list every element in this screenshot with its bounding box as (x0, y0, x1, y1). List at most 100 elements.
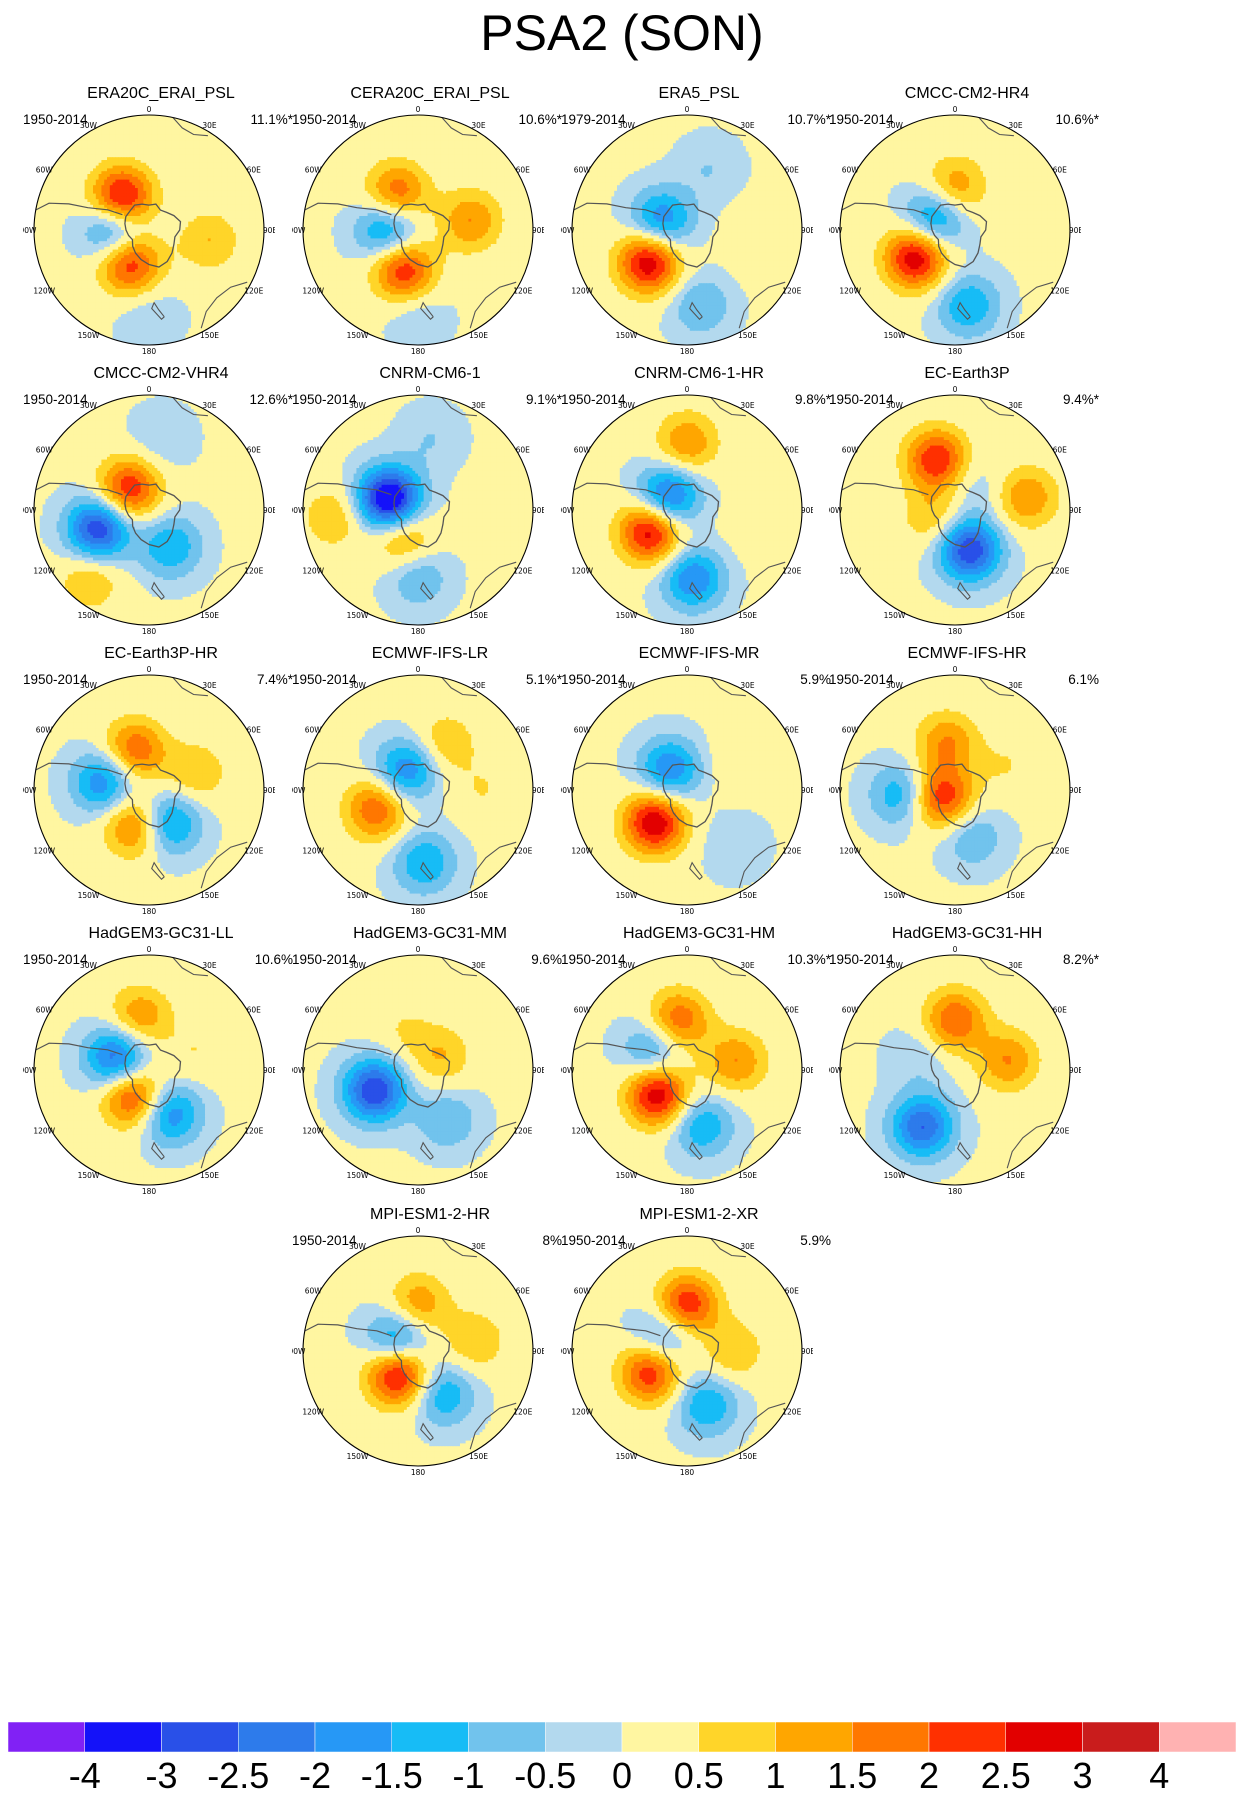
longitude-label: 90E (532, 786, 544, 795)
longitude-label: 30E (1008, 121, 1023, 130)
panel-title: CMCC-CM2-HR4 (829, 84, 1105, 104)
longitude-label: 30W (349, 681, 367, 690)
longitude-label: 90W (292, 226, 306, 235)
anomaly-field (31, 952, 267, 1188)
longitude-label: 120W (839, 287, 861, 296)
longitude-label: 0 (953, 945, 958, 954)
longitude-label: 150E (469, 891, 488, 900)
longitude-label: 180 (948, 347, 963, 356)
panel-title: CMCC-CM2-VHR4 (23, 364, 299, 384)
longitude-label: 60W (842, 1006, 860, 1015)
longitude-label: 60E (1053, 446, 1068, 455)
longitude-label: 150E (1006, 611, 1025, 620)
longitude-label: 90W (561, 786, 575, 795)
longitude-label: 30E (1008, 401, 1023, 410)
longitude-label: 150E (469, 1171, 488, 1180)
longitude-label: 30W (618, 121, 636, 130)
anomaly-field (569, 672, 805, 908)
longitude-label: 90E (801, 226, 813, 235)
longitude-label: 120E (244, 1127, 263, 1136)
map-panel: ERA20C_ERAI_PSL 1950-2014 11.1%* 0 30E 60E 90E… (23, 84, 299, 394)
longitude-label: 90E (532, 226, 544, 235)
polar-map: 030E60E90E120E150E180150W120W90W60W30W (829, 944, 1081, 1196)
colorbar-swatch (545, 1722, 622, 1752)
longitude-label: 30W (349, 121, 367, 130)
longitude-label: 120W (839, 847, 861, 856)
longitude-label: 150W (347, 1171, 369, 1180)
longitude-label: 0 (685, 665, 690, 674)
panel-title: EC-Earth3P (829, 364, 1105, 384)
longitude-label: 60W (574, 1006, 592, 1015)
longitude-label: 90W (23, 1066, 37, 1075)
longitude-label: 90W (23, 506, 37, 515)
colorbar-swatch (392, 1722, 469, 1752)
longitude-label: 180 (411, 347, 426, 356)
longitude-label: 30E (471, 1242, 486, 1251)
longitude-label: 60W (305, 726, 323, 735)
longitude-label: 90W (292, 506, 306, 515)
panel-title: ECMWF-IFS-HR (829, 644, 1105, 664)
anomaly-field (300, 112, 536, 348)
longitude-label: 90W (561, 1347, 575, 1356)
colorbar-swatch (852, 1722, 929, 1752)
map-panel: CMCC-CM2-HR4 1950-2014 10.6%* 0 30E 60E 90E 120… (829, 84, 1105, 394)
map-panel: ECMWF-IFS-LR 1950-2014 5.1%* 0 30E 60E 90E 120E… (292, 644, 568, 954)
longitude-label: 60W (842, 726, 860, 735)
longitude-label: 120W (839, 567, 861, 576)
polar-map: 030E60E90E120E150E180150W120W90W60W30W (561, 1225, 813, 1477)
longitude-label: 120E (244, 847, 263, 856)
panel-title: ERA20C_ERAI_PSL (23, 84, 299, 104)
longitude-label: 150W (616, 331, 638, 340)
longitude-label: 90E (532, 1347, 544, 1356)
colorbar-swatch (238, 1722, 315, 1752)
longitude-label: 0 (147, 665, 152, 674)
longitude-label: 30E (202, 961, 217, 970)
colorbar-label: -3 (145, 1755, 177, 1792)
longitude-label: 60W (574, 446, 592, 455)
longitude-label: 0 (685, 385, 690, 394)
longitude-label: 150W (884, 1171, 906, 1180)
longitude-label: 120W (839, 1127, 861, 1136)
longitude-label: 90W (829, 786, 843, 795)
longitude-label: 60W (574, 726, 592, 735)
longitude-label: 90W (829, 226, 843, 235)
longitude-label: 120E (513, 847, 532, 856)
polar-map: 030E60E90E120E150E180150W120W90W60W30W (829, 104, 1081, 356)
colorbar-label: 2 (919, 1755, 939, 1792)
longitude-label: 120W (302, 847, 324, 856)
polar-map: 030E60E90E120E150E180150W120W90W60W30W (23, 384, 275, 636)
longitude-label: 150E (1006, 891, 1025, 900)
polar-map: 030E60E90E120E150E180150W120W90W60W30W (561, 384, 813, 636)
longitude-label: 180 (948, 627, 963, 636)
colorbar-swatch (1083, 1722, 1160, 1752)
longitude-label: 120E (782, 1408, 801, 1417)
longitude-label: 180 (142, 907, 157, 916)
longitude-label: 30E (740, 1242, 755, 1251)
longitude-label: 0 (416, 945, 421, 954)
polar-map: 030E60E90E120E150E180150W120W90W60W30W (292, 664, 544, 916)
explained-variance: 8% (542, 1233, 562, 1249)
longitude-label: 120E (513, 567, 532, 576)
longitude-label: 60E (516, 1287, 531, 1296)
map-panel: ECMWF-IFS-MR 1950-2014 5.9% 0 30E 60E 90E 120E 1… (561, 644, 837, 954)
colorbar-label: 1 (765, 1755, 785, 1792)
longitude-label: 180 (948, 1187, 963, 1196)
anomaly-field (569, 952, 805, 1188)
longitude-label: 90W (829, 1066, 843, 1075)
map-panel: CMCC-CM2-VHR4 1950-2014 12.6%* 0 30E 60E 90E 12… (23, 364, 299, 674)
longitude-label: 30W (886, 681, 904, 690)
longitude-label: 60E (785, 166, 800, 175)
longitude-label: 150W (347, 611, 369, 620)
longitude-label: 90W (561, 1066, 575, 1075)
longitude-label: 150E (738, 891, 757, 900)
longitude-label: 60E (247, 726, 262, 735)
longitude-label: 150W (78, 611, 100, 620)
longitude-label: 30W (80, 961, 98, 970)
longitude-label: 150W (78, 1171, 100, 1180)
longitude-label: 120E (1050, 567, 1069, 576)
longitude-label: 180 (411, 907, 426, 916)
longitude-label: 60W (574, 1287, 592, 1296)
longitude-label: 60W (842, 166, 860, 175)
longitude-label: 60E (247, 446, 262, 455)
longitude-label: 90W (829, 506, 843, 515)
